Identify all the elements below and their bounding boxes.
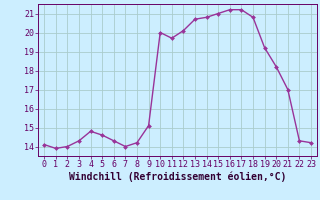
X-axis label: Windchill (Refroidissement éolien,°C): Windchill (Refroidissement éolien,°C) xyxy=(69,172,286,182)
